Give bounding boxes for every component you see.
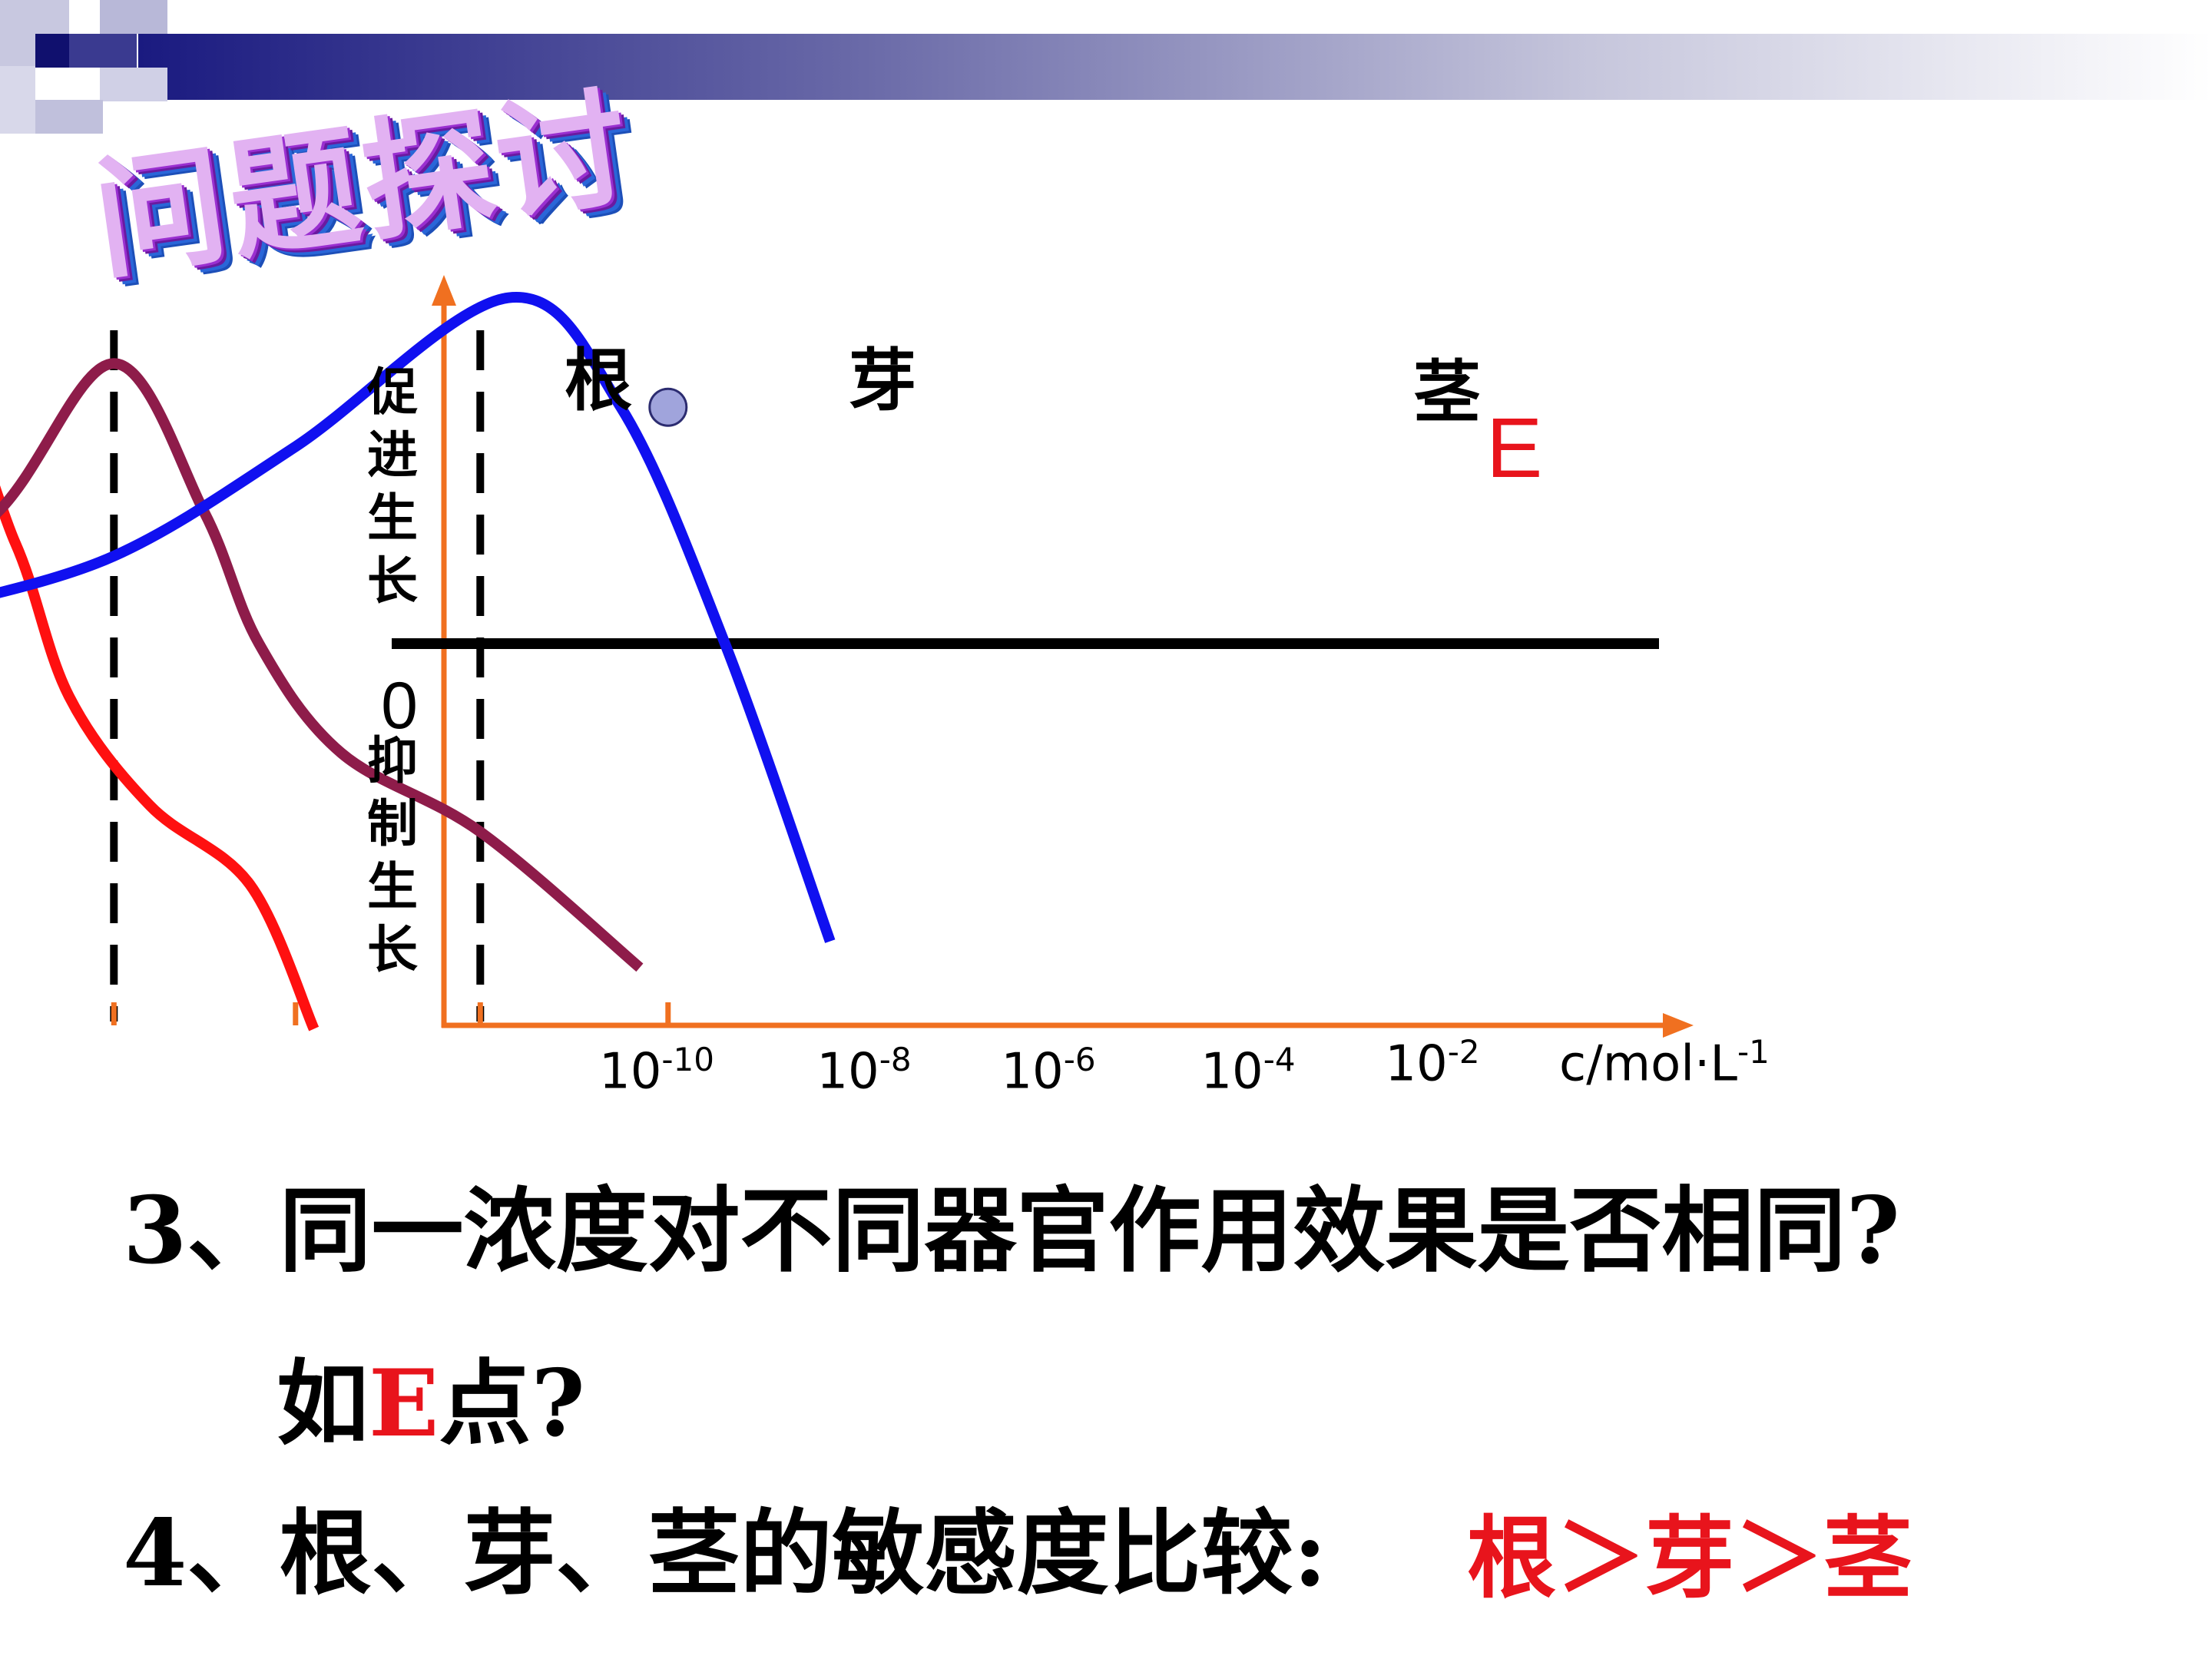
chart-curves (0, 292, 836, 1031)
x-tick-label: 10-8 (787, 1041, 941, 1100)
chart-marks (648, 387, 688, 427)
series-label-root: 根 (565, 341, 633, 420)
x-tick-base: 10 (816, 1043, 879, 1101)
series-line-bud (0, 358, 644, 972)
q3-suffix: 点? (439, 1349, 585, 1458)
x-axis-unit-text: c/mol·L (1559, 1035, 1738, 1093)
chart-axes (111, 275, 1694, 1038)
y-label-promote: 促进生长 (358, 361, 427, 613)
x-tick-label: 10-10 (580, 1041, 733, 1100)
zero-label: 0 (381, 669, 418, 743)
series-label-stem: 茎 (1413, 353, 1482, 432)
banner-square (100, 68, 167, 101)
x-tick-base: 10 (1200, 1043, 1263, 1101)
x-tick-base: 10 (1001, 1043, 1064, 1101)
point-e-label: E (1486, 401, 1543, 495)
point-e-marker (648, 387, 688, 427)
x-tick-exponent: -4 (1263, 1041, 1296, 1078)
question-3-followup: 如E点? (276, 1329, 585, 1462)
x-axis-unit: c/mol·L-1 (1559, 1033, 1770, 1092)
banner-square (35, 34, 69, 68)
banner-square (100, 0, 167, 34)
banner-bar (138, 34, 2212, 100)
banner-square (0, 66, 35, 134)
optimum-guides (110, 330, 485, 1022)
y-label-inhibit: 抑制生长 (358, 730, 427, 982)
x-tick-exponent: -2 (1447, 1033, 1480, 1071)
q3-highlight-e: E (369, 1349, 439, 1458)
question-3: 3、同一浓度对不同器官作用效果是否相同? (123, 1177, 1900, 1285)
series-label-bud: 芽 (849, 341, 917, 420)
x-tick-label: 10-2 (1356, 1033, 1509, 1092)
header-banner (0, 0, 2212, 134)
x-tick-exponent: -10 (661, 1041, 715, 1078)
series-line-root (0, 485, 320, 1031)
growth-chart (0, 275, 1694, 1038)
banner-square (35, 100, 103, 134)
x-axis-unit-exponent: -1 (1737, 1033, 1770, 1071)
question-4: 4、根、芽、茎的敏感度比较: (123, 1499, 1327, 1608)
question-4-answer: 根＞芽＞茎 (1467, 1507, 1912, 1611)
x-tick-exponent: -8 (879, 1041, 912, 1078)
x-axis-arrow (1663, 1013, 1694, 1038)
x-tick-exponent: -6 (1063, 1041, 1096, 1078)
x-tick-label: 10-6 (972, 1041, 1125, 1100)
q3-prefix: 如 (276, 1349, 369, 1458)
y-label-promote-text: 促进生长 (367, 363, 418, 611)
x-tick-label: 10-4 (1171, 1041, 1325, 1100)
banner-square (69, 34, 137, 68)
y-label-inhibit-text: 抑制生长 (367, 731, 418, 979)
x-tick-base: 10 (1385, 1035, 1448, 1093)
y-axis-arrow (432, 275, 456, 306)
x-tick-base: 10 (598, 1043, 662, 1101)
series-line-stem (0, 292, 836, 943)
